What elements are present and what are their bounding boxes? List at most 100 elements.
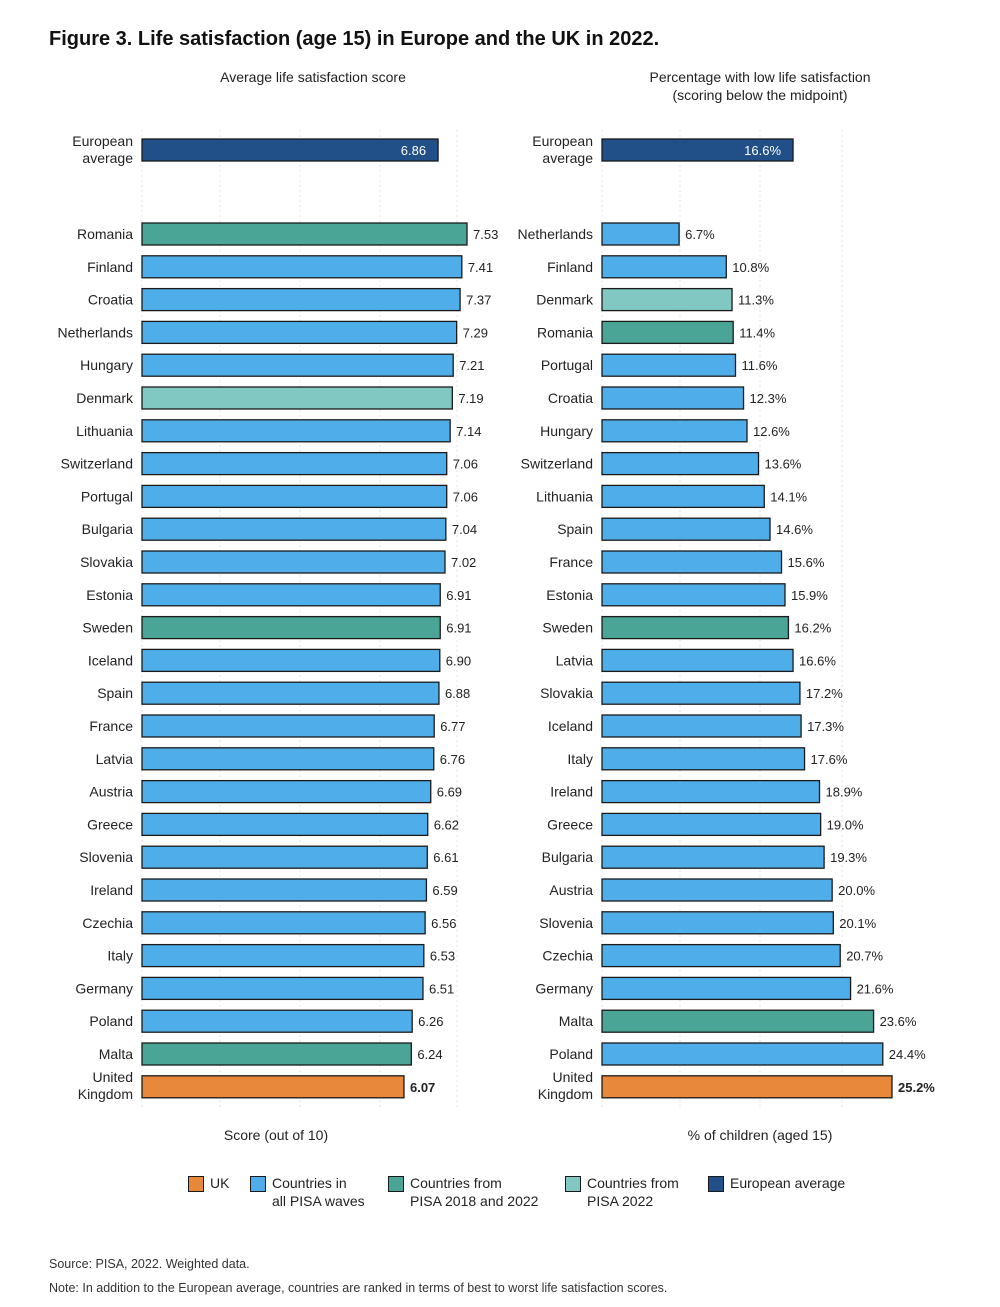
left-category-label-united-kingdom: United Kingdom: [78, 1069, 133, 1102]
left-value-label-germany: 6.51: [429, 981, 454, 996]
right-bar-slovakia: [601, 681, 801, 705]
right-category-label-ireland: Ireland: [550, 784, 593, 800]
right-value-label-croatia: 12.3%: [750, 391, 787, 406]
left-bar-romania: [141, 222, 468, 246]
right-bar-iceland: [601, 714, 802, 738]
left-value-label-italy: 6.53: [430, 949, 455, 964]
right-value-label-spain: 14.6%: [776, 522, 813, 537]
right-value-label-portugal: 11.6%: [741, 358, 777, 373]
right-bar-netherlands: [601, 222, 680, 246]
left-value-label-poland: 6.26: [418, 1014, 443, 1029]
right-x-axis-label: % of children (aged 15): [687, 1127, 833, 1143]
left-value-label-malta: 6.24: [417, 1047, 442, 1062]
left-value-label-austria: 6.69: [437, 785, 462, 800]
right-value-label-finland: 10.8%: [732, 260, 769, 275]
right-category-label-united-kingdom: United Kingdom: [538, 1069, 593, 1102]
right-bar-spain: [601, 517, 771, 541]
right-value-label-germany: 21.6%: [857, 981, 894, 996]
right-value-label-lithuania: 14.1%: [770, 489, 807, 504]
right-category-label-finland: Finland: [547, 259, 593, 275]
right-category-label-france: France: [549, 554, 593, 570]
left-bar-lithuania: [141, 419, 451, 443]
left-value-label-lithuania: 7.14: [456, 424, 481, 439]
left-category-label-hungary: Hungary: [80, 357, 133, 373]
left-bar-estonia: [141, 583, 441, 607]
right-bar-bulgaria: [601, 845, 825, 869]
left-average-value-label: 6.86: [401, 143, 426, 158]
left-category-label-finland: Finland: [87, 259, 133, 275]
ranking-note: Note: In addition to the European averag…: [49, 1281, 668, 1295]
right-bar-germany: [601, 976, 852, 1001]
right-category-label-romania: Romania: [537, 324, 593, 340]
left-bar-denmark: [141, 386, 453, 410]
legend-item-european-average: European average: [708, 1174, 845, 1192]
left-category-label-switzerland: Switzerland: [61, 456, 133, 472]
right-category-label-netherlands: Netherlands: [518, 226, 594, 242]
right-category-label-united-kingdom-line-1: United: [553, 1069, 593, 1085]
legend-label-pisa-2022: Countries from PISA 2022: [587, 1175, 679, 1209]
legend: UK Countries in all PISA waves Countries…: [188, 1174, 908, 1224]
right-panel-title-line-1: Percentage with low life satisfaction: [649, 69, 871, 85]
legend-label-european-average: European average: [730, 1175, 846, 1191]
left-category-label-slovenia: Slovenia: [79, 849, 133, 865]
left-value-label-ireland: 6.59: [432, 883, 457, 898]
left-category-label-netherlands: Netherlands: [58, 324, 134, 340]
left-value-label-slovakia: 7.02: [451, 555, 476, 570]
left-bar-germany: [141, 976, 424, 1001]
left-bar-spain: [141, 681, 440, 705]
right-category-label-lithuania: Lithuania: [536, 488, 593, 504]
right-panel-title: Percentage with low life satisfaction (sc…: [590, 68, 930, 104]
right-bar-france: [601, 550, 783, 574]
left-category-label-malta: Malta: [99, 1046, 133, 1062]
left-value-label-finland: 7.41: [468, 260, 493, 275]
left-bar-latvia: [141, 747, 435, 771]
left-value-label-sweden: 6.91: [446, 621, 471, 636]
left-category-label-denmark: Denmark: [76, 390, 134, 406]
right-category-label-slovenia: Slovenia: [539, 915, 593, 931]
right-value-label-united-kingdom: 25.2%: [898, 1080, 935, 1095]
right-bar-slovenia: [601, 911, 834, 935]
right-bar-italy: [601, 747, 806, 771]
right-category-label-italy: Italy: [567, 751, 593, 767]
left-category-label-united-kingdom-line-1: United: [93, 1069, 133, 1085]
right-value-label-latvia: 16.6%: [799, 653, 836, 668]
right-category-label-slovakia: Slovakia: [540, 685, 593, 701]
left-value-label-united-kingdom: 6.07: [410, 1080, 435, 1095]
left-category-label-iceland: Iceland: [88, 652, 133, 668]
legend-swatch-all-waves: [250, 1176, 266, 1192]
left-value-label-netherlands: 7.29: [463, 325, 488, 340]
legend-item-pisa-2022: Countries from PISA 2022: [565, 1174, 679, 1210]
right-category-label-spain: Spain: [557, 521, 593, 537]
legend-swatch-pisa-2018-2022: [388, 1176, 404, 1192]
legend-label-pisa-2018-2022: Countries from PISA 2018 and 2022: [410, 1175, 539, 1209]
left-value-label-switzerland: 7.06: [453, 457, 478, 472]
right-value-label-slovenia: 20.1%: [839, 916, 876, 931]
left-value-label-croatia: 7.37: [466, 293, 491, 308]
left-category-label-austria: Austria: [89, 784, 133, 800]
right-category-label-poland: Poland: [549, 1046, 593, 1062]
right-bar-romania: [601, 320, 734, 345]
left-average-label-line-2: average: [82, 150, 133, 166]
left-category-label-italy: Italy: [107, 948, 133, 964]
right-category-label-latvia: Latvia: [556, 652, 594, 668]
right-bar-ireland: [601, 779, 821, 804]
right-bar-estonia: [601, 583, 786, 607]
right-category-label-united-kingdom-line-2: Kingdom: [538, 1086, 593, 1102]
right-category-label-portugal: Portugal: [541, 357, 593, 373]
left-category-label-spain: Spain: [97, 685, 133, 701]
left-category-label-bulgaria: Bulgaria: [82, 521, 134, 537]
left-bar-sweden: [141, 615, 441, 640]
right-value-label-sweden: 16.2%: [794, 621, 831, 636]
left-bar-greece: [141, 812, 429, 837]
right-value-label-switzerland: 13.6%: [765, 457, 802, 472]
left-value-label-greece: 6.62: [434, 817, 459, 832]
left-average-label-line-1: European: [72, 133, 133, 149]
legend-label-all-waves: Countries in all PISA waves: [272, 1175, 365, 1209]
right-value-label-czechia: 20.7%: [846, 949, 883, 964]
left-category-label-united-kingdom-line-2: Kingdom: [78, 1086, 133, 1102]
legend-item-all-waves: Countries in all PISA waves: [250, 1174, 365, 1210]
left-category-label-estonia: Estonia: [86, 587, 133, 603]
left-value-label-iceland: 6.90: [446, 653, 471, 668]
right-category-label-hungary: Hungary: [540, 423, 593, 439]
left-bar-netherlands: [141, 320, 458, 345]
